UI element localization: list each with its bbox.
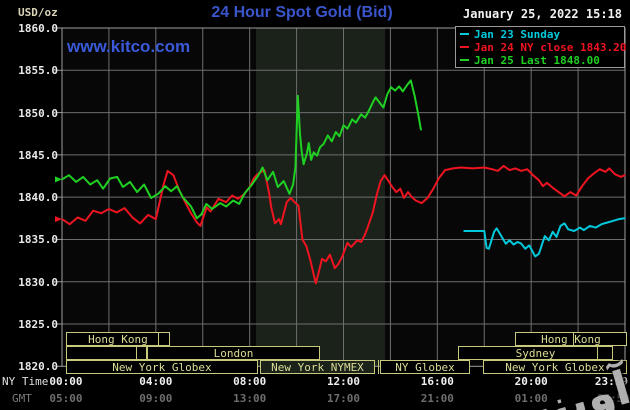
x-tick-ny-label: 20:00: [514, 375, 548, 388]
session-box-london: London: [146, 346, 321, 360]
series-start-marker: [55, 176, 62, 183]
legend-label: Jan 23 Sunday: [474, 28, 561, 41]
y-tick-label: 1830.0: [18, 275, 58, 289]
session-box-new-york-globex: New York Globex: [483, 360, 627, 374]
y-tick-label: 1860.0: [18, 22, 58, 35]
y-tick-label: 1820.0: [18, 360, 58, 374]
gmt-axis-label: GMT: [12, 392, 32, 405]
session-label: New York NYMEX: [271, 361, 364, 374]
legend-item: Jan 25 Last 1848.00: [460, 54, 624, 67]
y-tick-label: 1835.0: [18, 233, 58, 247]
y-tick-label: 1855.0: [18, 64, 58, 78]
legend: Jan 23 Sunday Jan 24 NY close 1843.20 Jan …: [455, 26, 627, 68]
x-tick-ny-label: 04:00: [139, 375, 173, 388]
y-axis-unit-label: USD/oz: [18, 6, 58, 19]
session-box-hong-kong: Hong Kong: [514, 332, 627, 346]
y-tick-label: 1825.0: [18, 318, 58, 331]
x-tick-ny-label: 00:00: [49, 375, 83, 388]
x-tick-ny-label: 23:59: [594, 375, 628, 388]
session-divider: [135, 346, 137, 360]
session-box-new-york-nymex: New York NYMEX: [259, 360, 375, 374]
legend-label: Jan 24 NY close 1843.20: [474, 41, 627, 54]
session-divider: [157, 332, 159, 346]
page-title: 24 Hour Spot Gold (Bid): [211, 4, 393, 21]
y-tick-label: 1850.0: [18, 106, 58, 120]
session-label: Hong Kong: [88, 333, 148, 346]
x-tick-ny-label: 12:00: [326, 375, 361, 388]
legend-color-dash-icon: [460, 59, 469, 61]
series-line-jan-25-last-1848-00: [62, 79, 422, 220]
x-tick-gmt-label: 09:00: [139, 392, 173, 405]
series-line-jan-23-sunday: [463, 217, 626, 258]
session-box-sydney: Sydney: [457, 346, 614, 360]
x-tick-gmt-label: 01:00: [514, 392, 548, 405]
y-tick-label: 1840.0: [18, 191, 58, 205]
series-start-marker: [55, 216, 62, 223]
legend-color-dash-icon: [460, 46, 469, 48]
session-label: London: [213, 347, 254, 360]
session-label: Sydney: [515, 347, 556, 360]
y-tick-label: 1845.0: [18, 148, 58, 162]
session-box-blank: [65, 346, 147, 360]
legend-item: Jan 23 Sunday: [460, 28, 624, 41]
session-box-ny-globex: NY Globex: [380, 360, 470, 374]
session-box-new-york-globex: New York Globex: [65, 360, 258, 374]
session-label: Hong Kong: [541, 333, 601, 346]
x-tick-gmt-label: 13:00: [233, 392, 267, 405]
kitco-home-link[interactable]: www.kitco.com: [67, 37, 191, 56]
legend-item: Jan 24 NY close 1843.20: [460, 41, 627, 54]
legend-label: Jan 25 Last 1848.00: [474, 54, 600, 67]
x-tick-gmt-label: 05:00: [49, 392, 83, 405]
session-divider: [597, 346, 599, 360]
x-tick-ny-label: 08:00: [233, 375, 267, 388]
x-tick-gmt-label: 17:00: [326, 392, 361, 405]
legend-color-dash-icon: [460, 33, 469, 35]
session-label: New York Globex: [112, 361, 212, 374]
x-tick-gmt-label: 04:59: [596, 392, 630, 405]
datetime-label: January 25, 2022 15:18: [463, 7, 622, 21]
session-label: NY Globex: [395, 361, 455, 374]
x-tick-ny-label: 16:00: [420, 375, 454, 388]
session-box-hong-kong: Hong Kong: [65, 332, 170, 346]
session-divider: [572, 332, 574, 346]
session-divider: [377, 360, 379, 374]
ny-time-axis-label: NY Time: [2, 375, 49, 388]
x-tick-gmt-label: 21:00: [420, 392, 454, 405]
session-label: New York Globex: [505, 361, 605, 374]
